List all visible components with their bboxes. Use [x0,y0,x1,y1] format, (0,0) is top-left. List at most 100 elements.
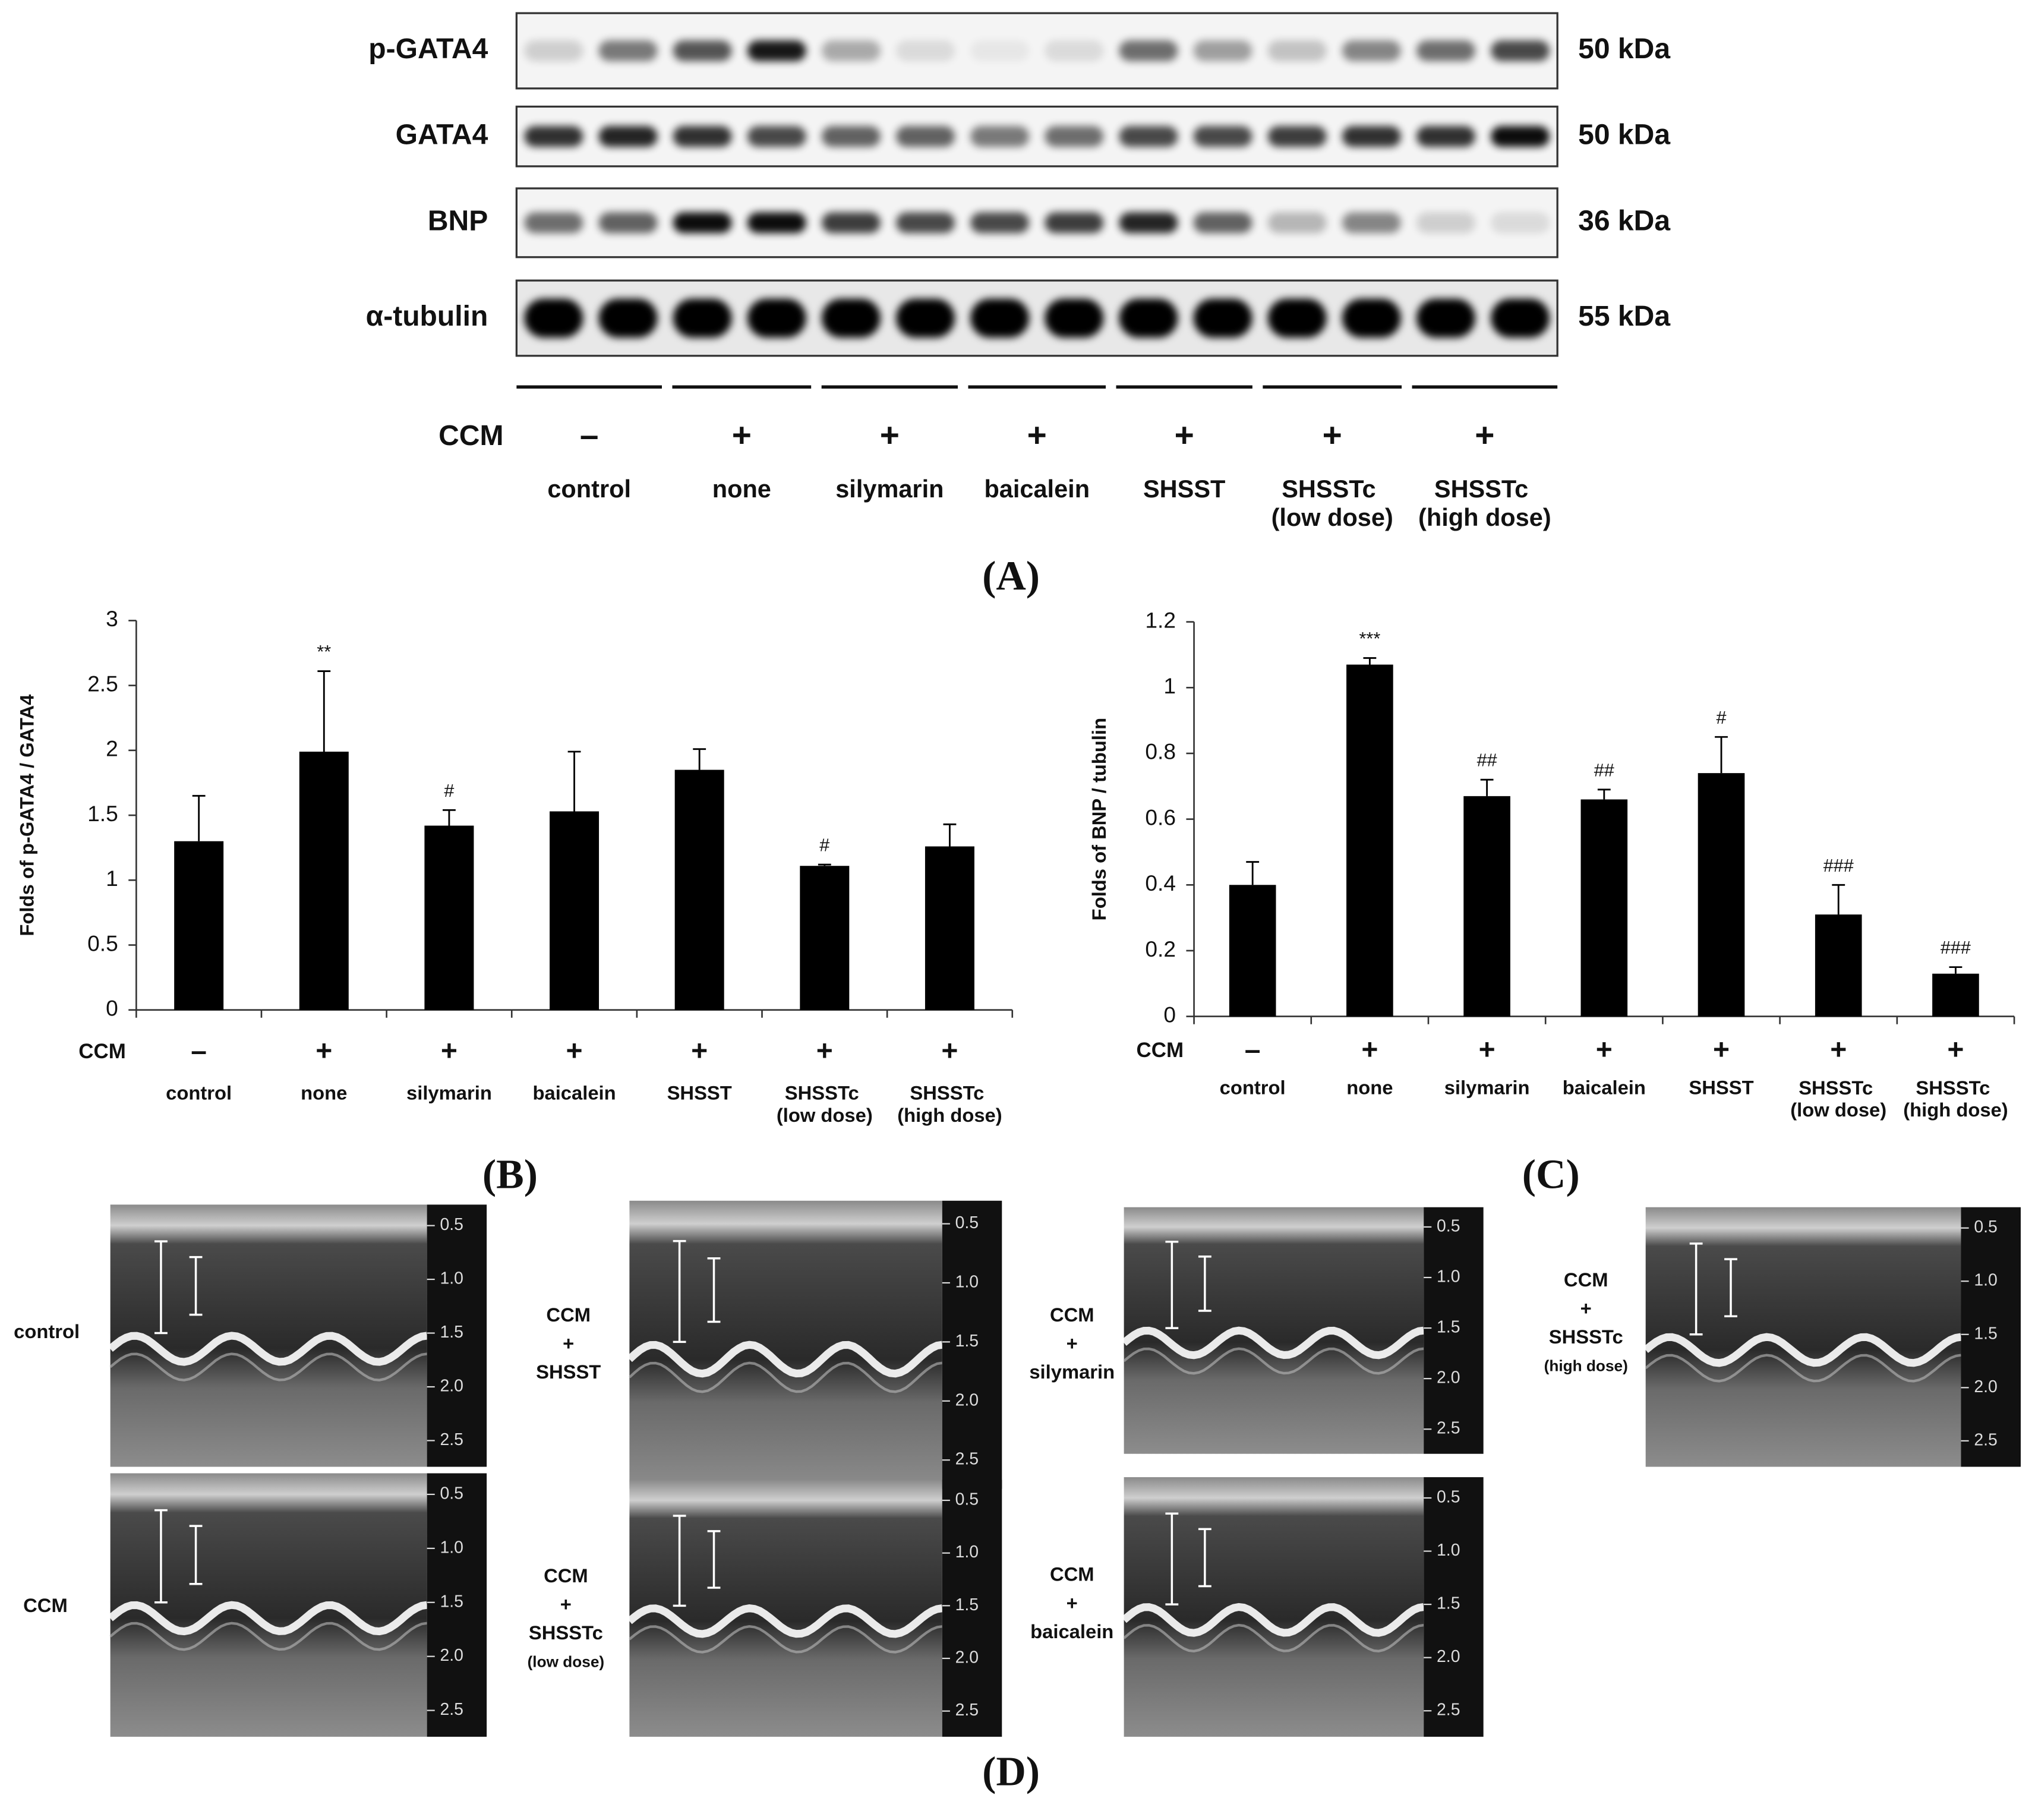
panel-label: (D) [982,1749,1040,1794]
condition-label: SHSSTc [529,1622,603,1644]
blot-band [1267,298,1327,338]
blot-frame [515,12,1558,90]
blot-band [747,298,806,338]
size-label: 36 kDa [1578,206,1671,237]
group-label: SHSSTc (low dose) [1272,475,1393,531]
y-tick-label: 0.6 [1145,805,1176,829]
wall-echo [1643,1333,1962,1367]
significance-label: *** [1359,629,1381,649]
blot-band [1267,212,1327,234]
ccm-sign: + [732,417,752,454]
depth-scale [427,1204,487,1467]
bar [174,841,224,1010]
depth-tick-label: 2.5 [955,1450,979,1469]
echo-image [1124,1477,1424,1737]
blot-band [1416,40,1475,61]
x-tick-label: SHSSTc (high dose) [1903,1077,2008,1121]
condition-label: CCM [1564,1269,1608,1291]
ccm-sign: + [1475,417,1494,454]
blot-band [1491,40,1550,61]
x-tick-label: none [301,1081,347,1103]
blot-band [673,126,732,147]
ccm-sign: + [941,1035,958,1067]
condition-label: (low dose) [528,1652,605,1670]
depth-tick-label: 2.5 [1437,1701,1460,1720]
condition-label: control [14,1320,80,1342]
ccm-sign: + [1713,1034,1730,1065]
depth-tick-label: 2.5 [1437,1419,1460,1438]
ccm-sign: + [1361,1034,1378,1065]
depth-tick-label: 0.5 [1974,1217,1997,1237]
depth-tick-label: 1.5 [955,1332,979,1351]
y-tick-label: 1 [106,866,118,891]
wall-echo [1123,1623,1424,1652]
depth-tick-label: 1.5 [1437,1318,1460,1337]
y-tick-label: 3 [106,606,118,631]
panel-label: (A) [982,554,1040,600]
y-tick-label: 0 [106,996,118,1021]
blot-band [1193,212,1252,234]
blot-band [1416,126,1475,147]
echo-image [1645,1207,1961,1467]
echo-image [110,1204,427,1467]
bar [925,846,974,1010]
bar [1815,914,1862,1017]
blot-band [673,298,732,338]
ccm-sign: + [1596,1034,1613,1065]
depth-tick-label: 1.0 [955,1272,979,1291]
x-tick-label: control [1220,1077,1286,1099]
panel-label: (C) [1522,1152,1580,1198]
ccm-label: CCM [438,420,503,452]
depth-scale [427,1473,487,1737]
condition-label: (high dose) [1544,1357,1628,1374]
blot-band [598,126,658,147]
blot-band [1193,298,1252,338]
bar [1580,799,1628,1017]
blot-band [1119,298,1178,338]
x-tick-label: SHSST [1689,1077,1753,1099]
ccm-sign: + [1479,1034,1496,1065]
blot-band [1193,40,1252,61]
depth-tick-label: 1.0 [955,1543,979,1562]
blot-band [1045,298,1104,338]
depth-scale [942,1200,1002,1489]
protein-label: GATA4 [396,119,488,150]
significance-label: # [819,835,829,856]
depth-tick-label: 1.0 [1974,1271,1997,1290]
blot-band [821,212,881,234]
x-tick-label: SHSSTc (low dose) [1790,1077,1886,1121]
depth-tick-label: 2.0 [1974,1377,1997,1396]
depth-scale [1424,1477,1484,1737]
group-label: baicalein [984,475,1090,503]
group-label: SHSSTc (high dose) [1418,475,1551,531]
blot-band [1267,40,1327,61]
blot-band [821,126,881,147]
depth-tick-label: 2.0 [1437,1647,1460,1666]
significance-label: ** [317,642,331,662]
condition-label: + [1067,1592,1078,1614]
significance-label: ## [1477,750,1497,771]
blot-band [1342,298,1401,338]
wall-echo [629,1625,943,1654]
wall-echo [628,1361,943,1393]
x-tick-label: SHSSTc (high dose) [897,1081,1002,1125]
group-label: silymarin [835,475,944,503]
blot-band [1119,40,1178,61]
condition-label: + [1067,1332,1078,1354]
condition-label: + [560,1593,572,1615]
blot-band [896,212,955,234]
x-tick-label: silymarin [1444,1077,1530,1099]
x-tick-label: control [166,1081,232,1103]
condition-label: SHSST [536,1361,601,1383]
condition-label: SHSSTc [1549,1326,1623,1348]
depth-tick-label: 1.0 [440,1538,463,1557]
ccm-sign: + [1947,1034,1964,1065]
ccm-sign: + [691,1035,708,1067]
wall-echo [109,1352,427,1381]
x-tick-label: silymarin [406,1081,492,1103]
y-tick-label: 2 [106,736,118,761]
group-label: SHSST [1143,475,1225,503]
y-tick-label: 0.4 [1145,870,1176,895]
bar [800,866,850,1010]
